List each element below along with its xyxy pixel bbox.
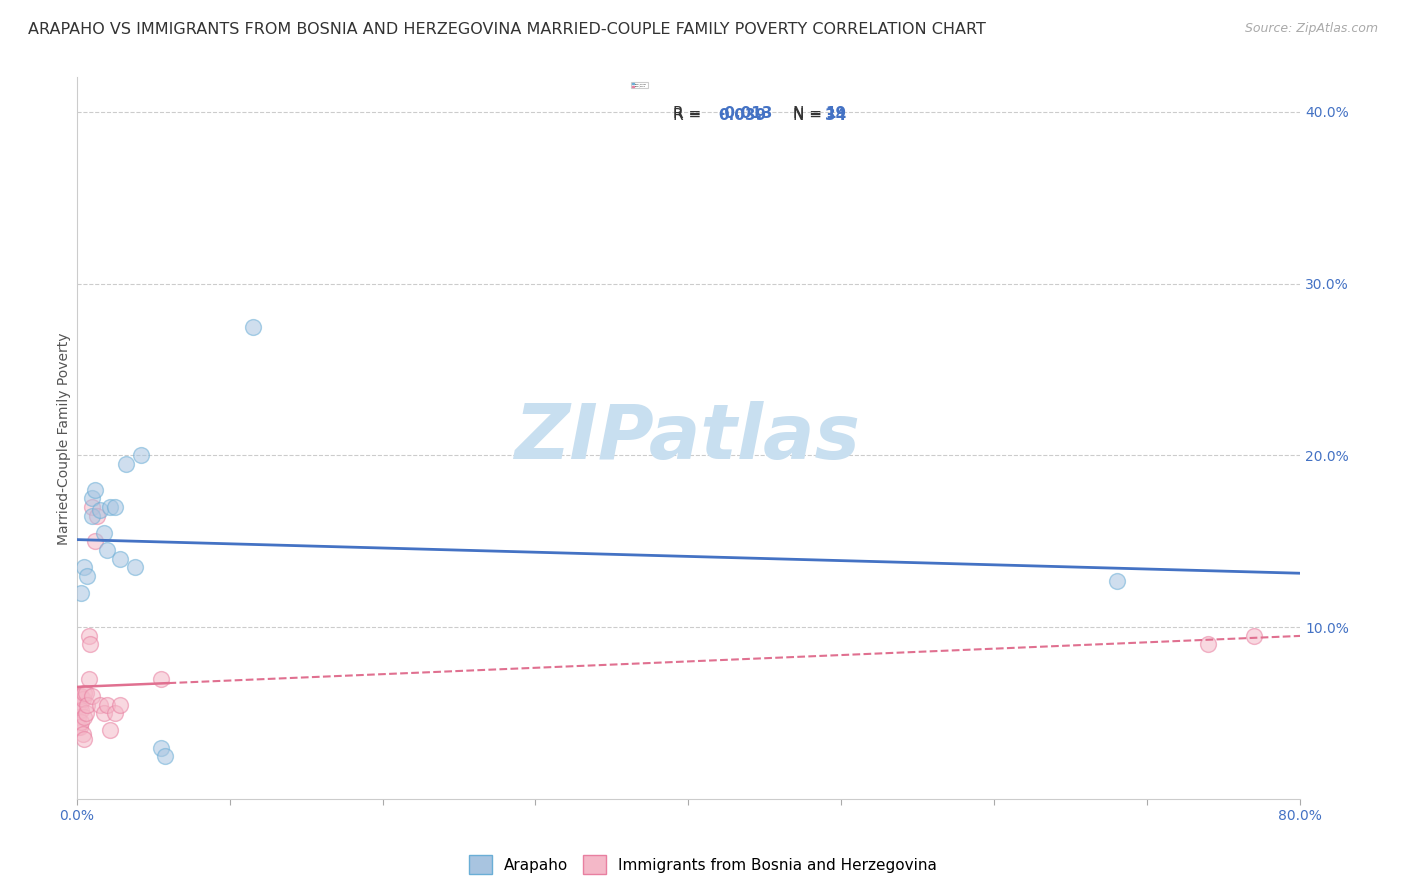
- Point: [114, 457, 136, 471]
- Point: [80, 508, 103, 523]
- Point: [67, 698, 90, 712]
- Point: [73, 731, 96, 746]
- Text: 0.039: 0.039: [718, 108, 766, 123]
- Point: [149, 672, 172, 686]
- Point: [76, 568, 98, 582]
- Point: [89, 698, 111, 712]
- Point: [77, 629, 100, 643]
- Text: ARAPAHO VS IMMIGRANTS FROM BOSNIA AND HERZEGOVINA MARRIED-COUPLE FAMILY POVERTY : ARAPAHO VS IMMIGRANTS FROM BOSNIA AND HE…: [28, 22, 986, 37]
- Point: [1105, 574, 1128, 588]
- Point: [80, 500, 103, 514]
- Point: [100, 500, 122, 514]
- Text: R =: R =: [673, 106, 706, 120]
- Text: 19: 19: [825, 106, 846, 120]
- Point: [67, 689, 90, 703]
- Point: [75, 685, 97, 699]
- Point: [73, 560, 96, 574]
- Point: [70, 586, 93, 600]
- Point: [70, 714, 93, 729]
- Point: [89, 503, 111, 517]
- Point: [67, 709, 90, 723]
- Point: [73, 709, 96, 723]
- Point: [69, 720, 91, 734]
- Point: [1243, 629, 1265, 643]
- Point: [72, 727, 94, 741]
- Point: [96, 698, 118, 712]
- Point: [84, 483, 107, 497]
- Point: [70, 703, 93, 717]
- Point: [100, 723, 122, 738]
- Text: N =: N =: [793, 106, 827, 120]
- Point: [70, 689, 93, 703]
- Point: [93, 706, 115, 721]
- Y-axis label: Married-Couple Family Poverty: Married-Couple Family Poverty: [58, 332, 72, 544]
- Text: R =: R =: [673, 108, 706, 123]
- Point: [149, 740, 172, 755]
- Point: [96, 543, 118, 558]
- Point: [1197, 637, 1219, 651]
- Point: [108, 551, 131, 566]
- Point: [69, 698, 91, 712]
- Legend: Arapaho, Immigrants from Bosnia and Herzegovina: Arapaho, Immigrants from Bosnia and Herz…: [463, 849, 943, 880]
- Text: Source: ZipAtlas.com: Source: ZipAtlas.com: [1244, 22, 1378, 36]
- Text: -0.013: -0.013: [718, 106, 773, 120]
- Legend: dummy_arapaho, dummy_bosnia: dummy_arapaho, dummy_bosnia: [631, 82, 648, 88]
- Point: [79, 637, 101, 651]
- Point: [104, 500, 127, 514]
- Point: [104, 706, 127, 721]
- Point: [242, 319, 264, 334]
- Point: [93, 525, 115, 540]
- Point: [73, 685, 96, 699]
- Point: [108, 698, 131, 712]
- Point: [129, 449, 152, 463]
- Point: [69, 689, 91, 703]
- Point: [67, 720, 90, 734]
- Point: [84, 534, 107, 549]
- Point: [80, 689, 103, 703]
- Text: ZIPatlas: ZIPatlas: [516, 401, 862, 475]
- Point: [124, 560, 146, 574]
- Point: [155, 749, 177, 764]
- Point: [80, 491, 103, 506]
- Point: [86, 508, 108, 523]
- Text: 34: 34: [825, 108, 846, 123]
- Point: [77, 672, 100, 686]
- Text: N =: N =: [793, 108, 827, 123]
- Point: [72, 692, 94, 706]
- Point: [75, 706, 97, 721]
- Point: [76, 698, 98, 712]
